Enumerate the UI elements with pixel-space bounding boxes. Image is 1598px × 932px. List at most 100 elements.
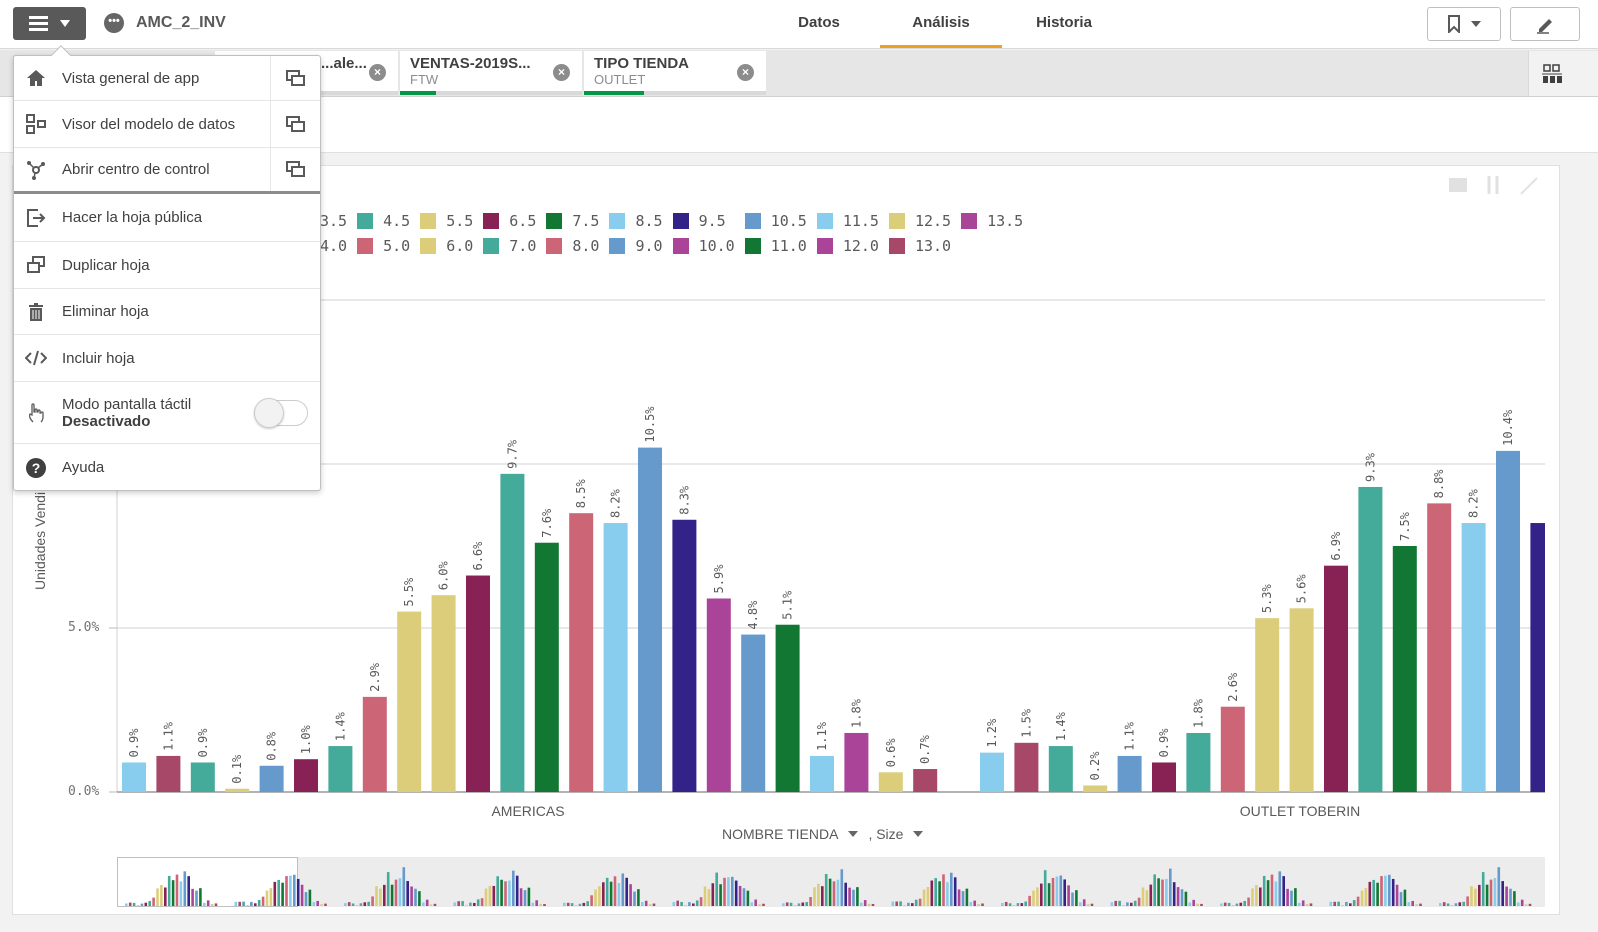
x-axis-title-2[interactable]: , Size bbox=[868, 826, 904, 842]
legend-item[interactable]: 7.5 bbox=[546, 212, 599, 230]
selection-chip[interactable]: TIPO TIENDA OUTLET × bbox=[584, 51, 766, 95]
menu-item-help[interactable]: ? Ayuda bbox=[14, 444, 320, 491]
tab-historia[interactable]: Historia bbox=[1036, 14, 1092, 31]
menu-item-label: Eliminar hoja bbox=[62, 303, 149, 320]
bar[interactable] bbox=[878, 772, 903, 792]
menu-item-duplicate-sheet[interactable]: Duplicar hoja bbox=[14, 242, 320, 289]
minimap-bar bbox=[128, 902, 132, 906]
clear-selection-icon[interactable]: × bbox=[369, 64, 386, 81]
bar[interactable] bbox=[603, 523, 628, 792]
bar[interactable] bbox=[1048, 746, 1073, 792]
minimap-bar bbox=[1047, 883, 1051, 906]
edit-button[interactable] bbox=[1510, 7, 1580, 41]
legend-item[interactable]: 6.0 bbox=[420, 237, 473, 255]
app-more-icon[interactable]: ••• bbox=[104, 13, 124, 33]
bar[interactable] bbox=[913, 769, 938, 792]
legend-item[interactable]: 9.5 bbox=[672, 212, 735, 230]
legend-item[interactable]: 8.0 bbox=[546, 237, 599, 255]
legend-item[interactable]: 6.5 bbox=[483, 212, 536, 230]
bar[interactable] bbox=[1324, 565, 1348, 792]
chart-scrollbar-minimap[interactable] bbox=[117, 857, 1545, 907]
legend-swatch bbox=[546, 238, 563, 254]
bar[interactable] bbox=[844, 732, 869, 792]
bar[interactable] bbox=[534, 542, 559, 792]
menu-item-data-model-viewer[interactable]: Visor del modelo de datos bbox=[14, 101, 320, 148]
legend-item[interactable]: 13.5 bbox=[961, 212, 1023, 230]
bar[interactable] bbox=[1289, 608, 1314, 792]
bar[interactable] bbox=[431, 595, 456, 792]
legend-item[interactable]: 7.0 bbox=[483, 237, 536, 255]
legend-item[interactable]: 13.0 bbox=[888, 237, 951, 255]
legend-item[interactable]: 9.0 bbox=[609, 237, 663, 255]
bar[interactable] bbox=[1083, 785, 1108, 792]
clear-selection-icon[interactable]: × bbox=[737, 64, 754, 81]
bar[interactable] bbox=[1496, 450, 1520, 792]
bar[interactable] bbox=[1461, 523, 1486, 792]
sort-caret-icon[interactable] bbox=[848, 831, 859, 837]
bar[interactable] bbox=[1392, 546, 1417, 792]
menu-item-app-overview[interactable]: Vista general de app bbox=[14, 56, 320, 101]
selection-chip[interactable]: VENTAS-2019S... FTW × bbox=[400, 51, 582, 95]
legend-item[interactable]: 10.5 bbox=[744, 212, 807, 230]
legend-item[interactable]: 12.0 bbox=[816, 237, 879, 255]
legend-item[interactable]: 8.5 bbox=[609, 212, 663, 230]
bar[interactable] bbox=[741, 634, 766, 792]
tab-datos[interactable]: Datos bbox=[798, 14, 840, 31]
sort-caret-icon[interactable] bbox=[913, 831, 924, 837]
open-new-tab-button[interactable] bbox=[270, 101, 320, 147]
bar[interactable] bbox=[225, 788, 250, 792]
bar[interactable] bbox=[1220, 706, 1245, 792]
touch-mode-toggle[interactable] bbox=[254, 398, 308, 428]
bar[interactable] bbox=[1530, 523, 1554, 792]
bar[interactable] bbox=[1255, 618, 1280, 792]
bookmarks-button[interactable] bbox=[1427, 7, 1501, 41]
bar[interactable] bbox=[190, 762, 215, 792]
bar[interactable] bbox=[156, 755, 181, 792]
bar[interactable] bbox=[259, 765, 284, 792]
bar-value-label: 0.2% bbox=[1088, 751, 1102, 781]
legend-item[interactable]: 11.0 bbox=[744, 237, 807, 255]
bar[interactable] bbox=[294, 759, 318, 792]
bar-value-label: 1.1% bbox=[161, 721, 175, 751]
menu-item-delete-sheet[interactable]: Eliminar hoja bbox=[14, 289, 320, 335]
bar[interactable] bbox=[1117, 755, 1142, 792]
menu-item-embed-sheet[interactable]: Incluir hoja bbox=[14, 335, 320, 382]
legend-item[interactable]: 10.0 bbox=[672, 237, 735, 255]
legend-label: 8.0 bbox=[572, 237, 600, 255]
menu-item-hub[interactable]: Abrir centro de control bbox=[14, 148, 320, 194]
bar[interactable] bbox=[1427, 503, 1452, 792]
bar[interactable] bbox=[706, 598, 731, 792]
bar[interactable] bbox=[1358, 486, 1383, 792]
open-new-tab-button[interactable] bbox=[270, 148, 320, 191]
legend-item[interactable]: 5.0 bbox=[357, 237, 410, 255]
bar[interactable] bbox=[980, 752, 1004, 792]
global-menu-button[interactable] bbox=[13, 7, 86, 40]
bar[interactable] bbox=[397, 611, 422, 792]
selections-tool-button[interactable] bbox=[1528, 51, 1598, 96]
legend-item[interactable]: 11.5 bbox=[816, 212, 879, 230]
bar[interactable] bbox=[775, 624, 800, 792]
legend-item[interactable]: 12.5 bbox=[888, 212, 951, 230]
legend-item[interactable]: 4.5 bbox=[357, 212, 410, 230]
bar[interactable] bbox=[328, 746, 353, 792]
bar[interactable] bbox=[1014, 742, 1039, 792]
bar[interactable] bbox=[362, 696, 387, 792]
bar[interactable] bbox=[466, 575, 490, 792]
minimap-bar bbox=[1020, 903, 1024, 906]
bar[interactable] bbox=[1186, 732, 1211, 792]
legend-item[interactable]: 5.5 bbox=[420, 212, 473, 230]
bar[interactable] bbox=[1152, 762, 1176, 792]
clear-selection-icon[interactable]: × bbox=[553, 64, 570, 81]
bar[interactable] bbox=[569, 513, 594, 792]
open-new-tab-button[interactable] bbox=[270, 56, 320, 100]
menu-item-publish-sheet[interactable]: Hacer la hoja pública bbox=[14, 194, 320, 242]
tab-analisis[interactable]: Análisis bbox=[912, 14, 970, 31]
bar[interactable] bbox=[122, 762, 146, 792]
bar[interactable] bbox=[500, 473, 525, 792]
x-axis-title[interactable]: NOMBRE TIENDA bbox=[722, 826, 839, 842]
bar[interactable] bbox=[638, 447, 662, 792]
bars-group: 0.9% 1.1% 0.9% 0.1% 0.8% 1.0% 1.4% 2.9% 5.5% 6.0%… bbox=[122, 406, 1554, 792]
menu-item-touch-mode[interactable]: Modo pantalla táctil Desactivado bbox=[14, 382, 320, 444]
bar[interactable] bbox=[672, 519, 697, 792]
bar[interactable] bbox=[810, 755, 834, 792]
